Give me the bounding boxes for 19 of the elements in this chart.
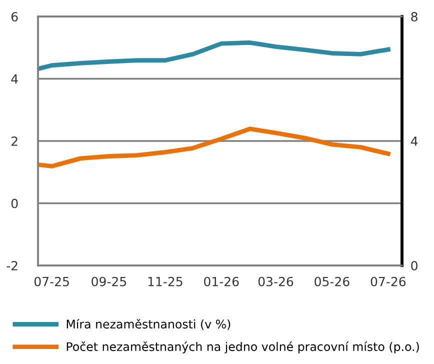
y-tick-label: -2 — [6, 260, 18, 270]
x-tick-label: 09-25 — [92, 276, 126, 286]
legend-label: Počet nezaměstnaných na jedno volné pracovní místo (p.o.) — [66, 341, 419, 354]
x-tick-label: 01-26 — [204, 276, 239, 286]
x-tick-label: 11-25 — [148, 276, 182, 286]
x-tick-label: 03-26 — [258, 276, 294, 286]
line-series — [38, 126, 390, 168]
x-tick-label: 07-25 — [34, 276, 69, 286]
y-tick-label: 6 — [11, 12, 18, 22]
x-tick-label: 05-26 — [314, 276, 350, 286]
line-series — [38, 40, 390, 72]
y-tick-label: 2 — [12, 136, 18, 146]
y2-tick-label: 4 — [410, 136, 418, 146]
y-tick-label: 4 — [11, 74, 18, 84]
y2-tick-label: 0 — [411, 260, 418, 270]
y-tick-label: 0 — [11, 198, 18, 208]
y2-tick-label: 8 — [411, 12, 418, 22]
legend-label: Míra nezaměstnanosti (v %) — [66, 318, 230, 330]
x-tick-label: 07-26 — [370, 276, 406, 286]
